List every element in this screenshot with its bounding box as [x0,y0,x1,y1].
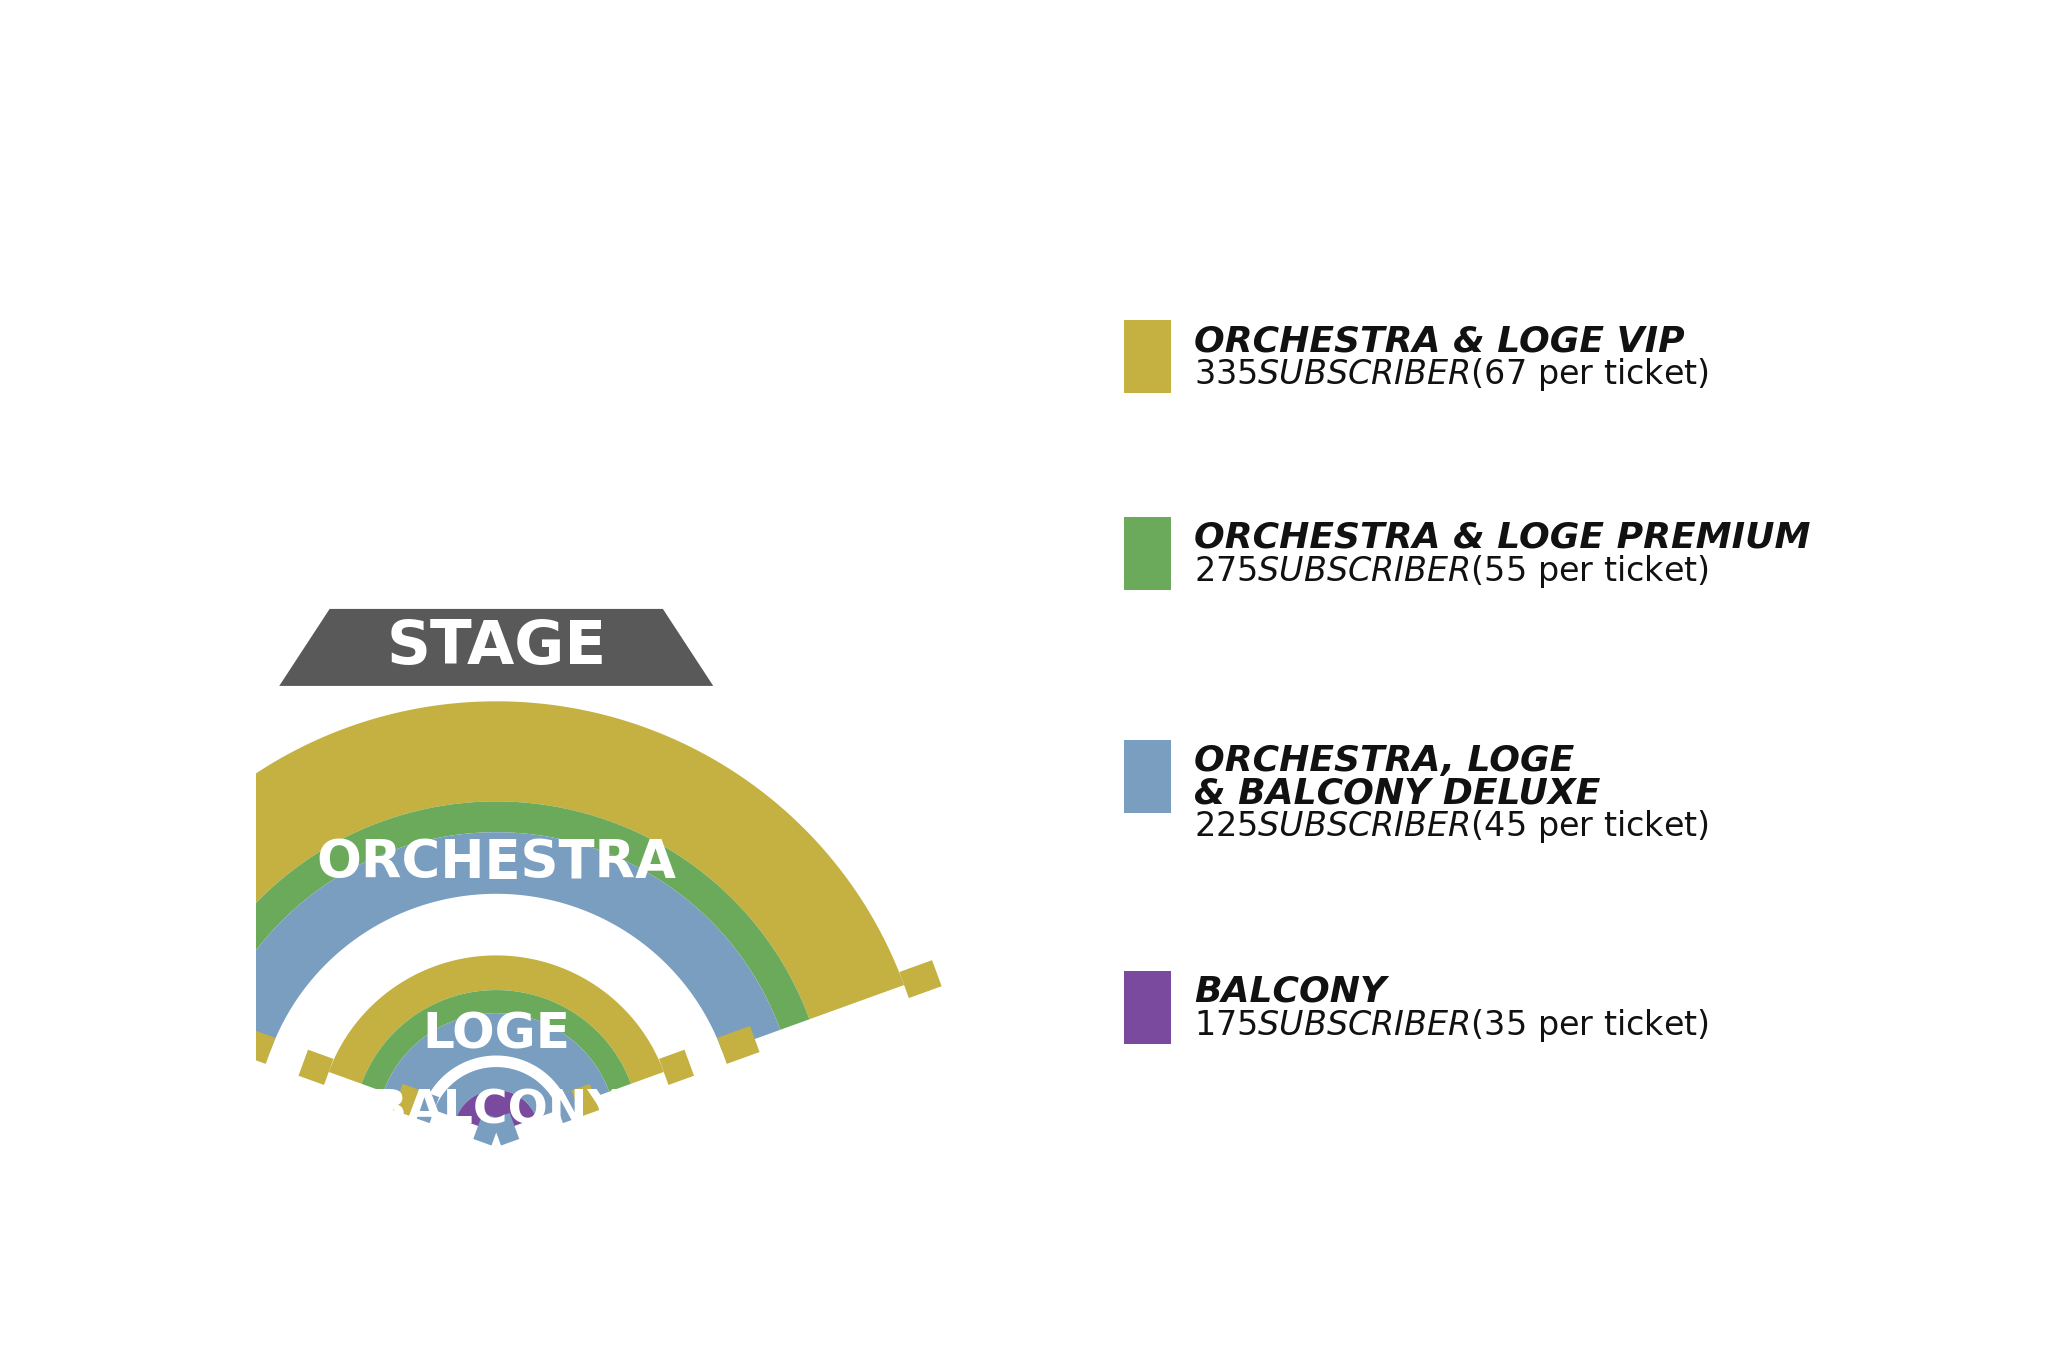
Text: $275 SUBSCRIBER ($55 per ticket): $275 SUBSCRIBER ($55 per ticket) [1194,553,1708,590]
Polygon shape [182,802,809,1030]
Polygon shape [213,832,780,1051]
Text: & BALCONY DELUXE: & BALCONY DELUXE [1194,776,1599,810]
Polygon shape [51,961,274,1064]
Polygon shape [717,961,942,1064]
Polygon shape [565,1049,694,1120]
Polygon shape [279,609,713,686]
Polygon shape [412,1090,502,1146]
Text: $175 SUBSCRIBER ($35 per ticket): $175 SUBSCRIBER ($35 per ticket) [1194,1007,1708,1044]
Text: BALCONY: BALCONY [1194,974,1386,1008]
Text: ORCHESTRA, LOGE: ORCHESTRA, LOGE [1194,743,1575,777]
Text: $225 SUBSCRIBER ($45 per ticket): $225 SUBSCRIBER ($45 per ticket) [1194,809,1708,845]
Polygon shape [457,1090,537,1132]
Text: ORCHESTRA & LOGE VIP: ORCHESTRA & LOGE VIP [1194,323,1683,357]
Polygon shape [299,1049,428,1120]
Text: LOGE: LOGE [422,1010,569,1059]
Text: BALCONY: BALCONY [371,1089,623,1133]
Bar [1124,970,1171,1044]
Bar [1124,516,1171,590]
Polygon shape [383,1014,608,1106]
Bar [1124,321,1171,393]
Text: ORCHESTRA & LOGE PREMIUM: ORCHESTRA & LOGE PREMIUM [1194,520,1810,554]
Text: $335 SUBSCRIBER ($67 per ticket): $335 SUBSCRIBER ($67 per ticket) [1194,356,1708,393]
Bar [1124,739,1171,813]
Text: ORCHESTRA: ORCHESTRA [315,837,676,889]
Polygon shape [362,991,631,1091]
Polygon shape [492,1090,582,1146]
Polygon shape [434,1067,559,1118]
Polygon shape [330,955,664,1083]
Text: STAGE: STAGE [387,618,606,677]
Polygon shape [88,701,903,1019]
